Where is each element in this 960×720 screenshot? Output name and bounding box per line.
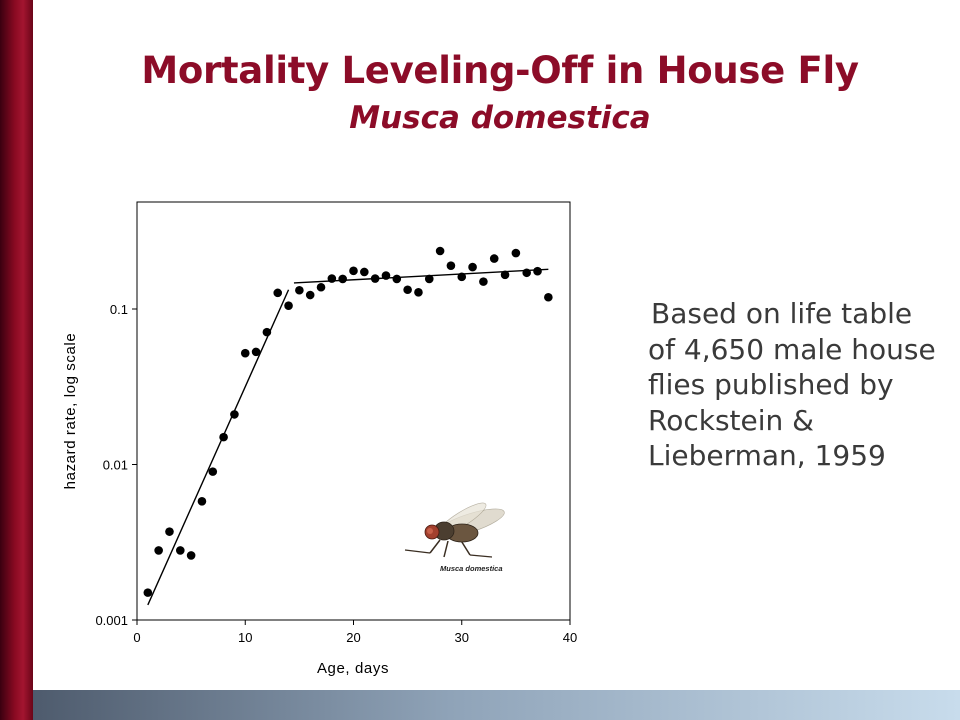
data-point bbox=[544, 292, 553, 302]
data-point bbox=[349, 266, 358, 276]
data-point bbox=[165, 527, 174, 536]
data-point bbox=[479, 277, 488, 286]
y-tick-label: 0.01 bbox=[103, 458, 128, 473]
data-point bbox=[154, 546, 163, 555]
data-point bbox=[522, 268, 531, 278]
data-point bbox=[370, 274, 380, 283]
data-point bbox=[446, 261, 456, 270]
data-point bbox=[305, 290, 315, 300]
data-point bbox=[284, 301, 293, 311]
data-point bbox=[381, 271, 391, 280]
data-point bbox=[338, 274, 347, 284]
source-note: Based on life table of 4,650 male house … bbox=[648, 297, 936, 472]
data-point bbox=[208, 467, 218, 476]
data-point bbox=[414, 288, 423, 297]
data-point bbox=[360, 267, 369, 277]
fly-icon bbox=[404, 502, 505, 558]
fit-line bbox=[147, 289, 290, 606]
data-point bbox=[489, 254, 499, 263]
x-tick-label: 30 bbox=[455, 630, 469, 645]
data-point bbox=[230, 410, 239, 419]
slide-title: Mortality Leveling-Off in House Fly bbox=[141, 49, 859, 92]
data-point bbox=[273, 288, 283, 298]
data-point bbox=[176, 546, 185, 555]
x-tick-label: 40 bbox=[563, 630, 577, 645]
data-point bbox=[219, 432, 228, 442]
slide-subtitle: Musca domestica bbox=[349, 100, 651, 136]
data-point bbox=[392, 274, 402, 284]
data-point bbox=[295, 285, 304, 295]
x-tick-label: 0 bbox=[133, 630, 140, 645]
data-point bbox=[240, 348, 250, 358]
data-point bbox=[468, 262, 477, 272]
data-point bbox=[435, 246, 445, 256]
data-point bbox=[262, 327, 272, 337]
data-point bbox=[143, 588, 153, 597]
data-point bbox=[251, 347, 261, 357]
left-accent-bar bbox=[0, 0, 33, 720]
house-fly-illustration: Musca domestica bbox=[404, 502, 505, 573]
x-tick-label: 10 bbox=[238, 630, 252, 645]
data-point bbox=[403, 285, 412, 295]
data-point bbox=[457, 272, 467, 282]
data-point bbox=[197, 496, 207, 506]
data-point bbox=[511, 248, 521, 258]
data-point bbox=[533, 266, 542, 276]
x-tick-label: 20 bbox=[346, 630, 360, 645]
data-point bbox=[424, 274, 434, 284]
fly-caption: Musca domestica bbox=[440, 564, 503, 573]
y-tick-label: 0.001 bbox=[95, 613, 128, 628]
data-point bbox=[327, 274, 337, 283]
data-point bbox=[316, 282, 326, 292]
data-point bbox=[500, 270, 510, 280]
y-tick-label: 0.1 bbox=[110, 302, 128, 317]
x-axis-label: Age, days bbox=[317, 660, 389, 677]
data-point bbox=[186, 551, 196, 560]
bottom-accent-bar bbox=[33, 690, 960, 720]
y-axis-label: hazard rate, log scale bbox=[62, 333, 79, 490]
